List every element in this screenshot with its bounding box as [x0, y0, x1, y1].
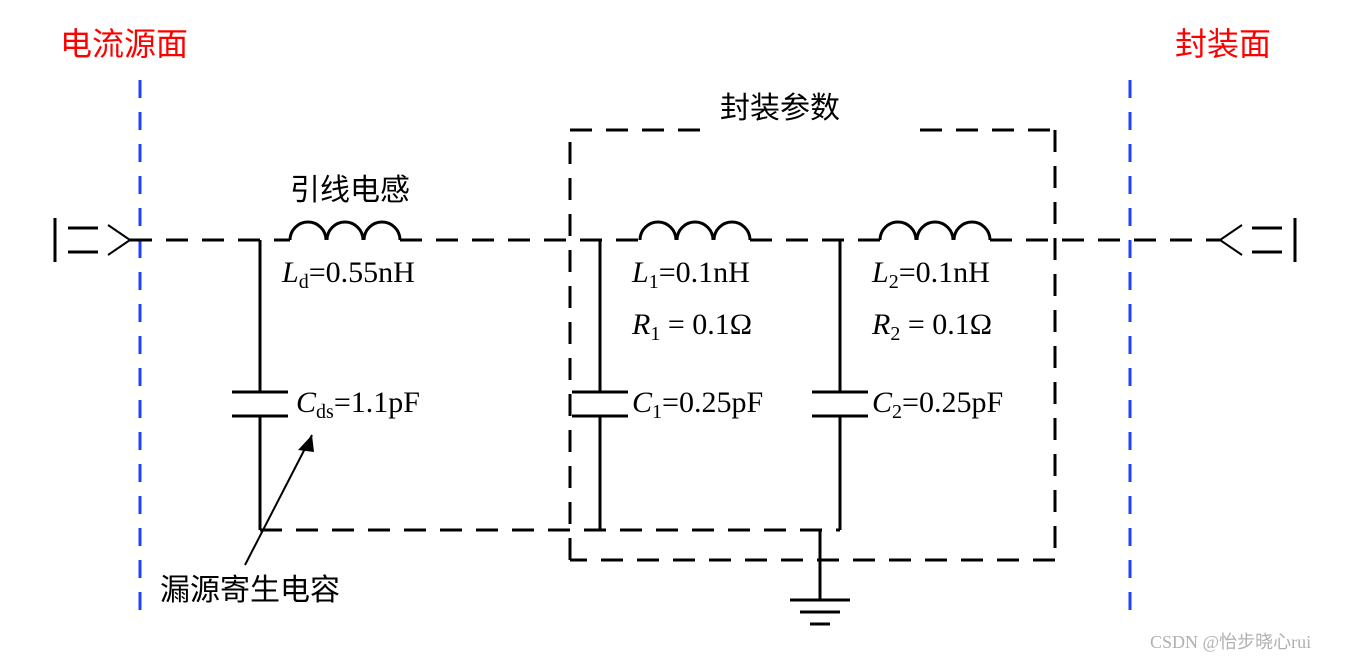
inductor-L2 — [880, 222, 990, 240]
Ld-label: Ld=0.55nH — [281, 256, 415, 293]
cds-arrow — [245, 435, 314, 565]
left-port — [55, 218, 130, 262]
C2-label: C2=0.25pF — [872, 386, 1003, 423]
L2-label: L2=0.1nH — [871, 256, 990, 293]
R1-label: R1 = 0.1Ω — [631, 308, 752, 345]
lead-inductance-label: 引线电感 — [290, 174, 410, 207]
branch-cds — [232, 240, 288, 530]
R2-label: R2 = 0.1Ω — [871, 308, 992, 345]
package-box — [570, 130, 1055, 560]
L1-label: L1=0.1nH — [631, 256, 750, 293]
ground-symbol — [790, 530, 850, 624]
watermark: CSDN @怡步晓心rui — [1150, 632, 1311, 652]
left-plane-label: 电流源面 — [60, 26, 188, 62]
right-port — [1220, 218, 1295, 262]
Cds-label: Cds=1.1pF — [296, 386, 420, 423]
C1-label: C1=0.25pF — [632, 386, 763, 423]
inductor-L1 — [640, 222, 750, 240]
branch-c2 — [812, 240, 868, 530]
cds-note-label: 漏源寄生电容 — [160, 574, 340, 607]
package-params-label: 封装参数 — [720, 92, 840, 125]
branch-c1 — [572, 240, 628, 530]
circuit-diagram: 电流源面 封装面 引线电感 封装参数 — [0, 0, 1350, 656]
right-plane-label: 封装面 — [1175, 26, 1271, 62]
inductor-Ld — [290, 222, 400, 240]
